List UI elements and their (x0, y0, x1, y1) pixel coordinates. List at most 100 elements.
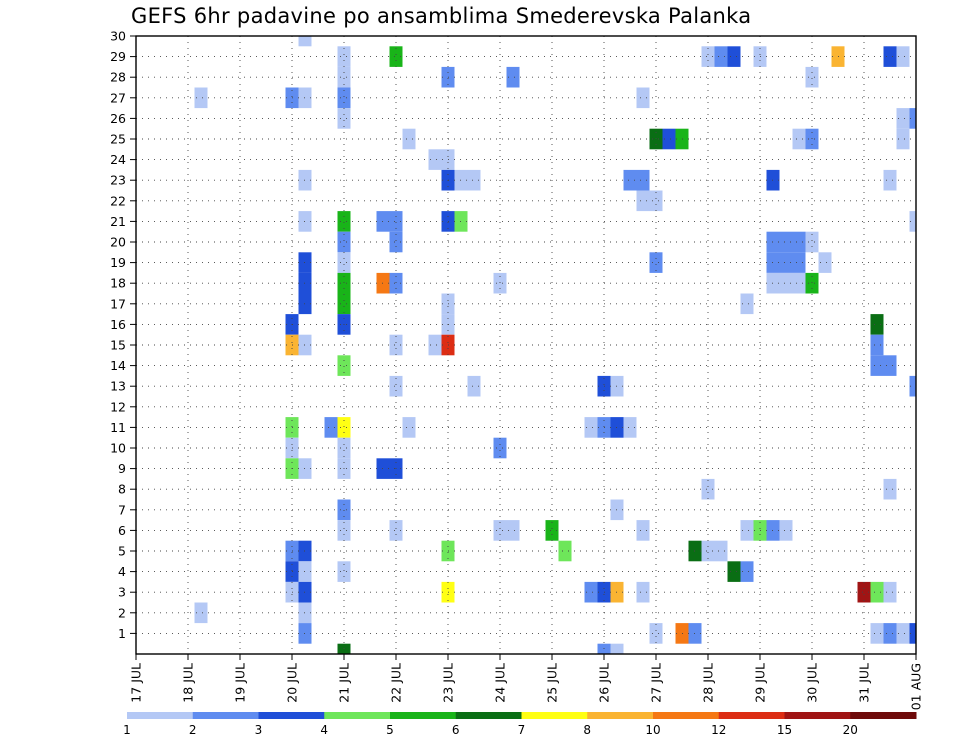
heatmap-cell (298, 36, 312, 47)
y-tick-label: 13 (110, 379, 126, 394)
y-tick-label: 20 (110, 235, 126, 250)
x-tick-label: 17 JUL (129, 663, 144, 703)
heatmap-cell (389, 231, 403, 253)
heatmap-cell (402, 417, 416, 438)
heatmap-cell (909, 623, 916, 644)
heatmap-cell (883, 169, 897, 191)
heatmap-cell (805, 231, 819, 253)
colorbar: 1 2 3 4 5 6 7 8 10 12 15 20 (123, 712, 917, 737)
heatmap-cell (389, 375, 403, 397)
heatmap-cell (337, 252, 351, 273)
heatmap-cell (337, 87, 351, 109)
x-tick-label: 19 JUL (233, 663, 248, 703)
heatmap-cell (870, 355, 884, 376)
heatmap-cell (337, 293, 351, 315)
heatmap-cell (714, 46, 728, 67)
heatmap-cell (870, 334, 884, 356)
heatmap-cell (870, 314, 884, 335)
colorbar-label: 8 (583, 723, 591, 737)
heatmap-cell (636, 581, 650, 603)
heatmap-cell (792, 128, 806, 150)
heatmap-cell (337, 520, 351, 541)
heatmap-cell (896, 46, 910, 67)
y-tick-label: 19 (110, 255, 126, 270)
heatmap-cell (428, 334, 442, 356)
heatmap-cell (740, 520, 754, 541)
heatmap-cell (389, 211, 403, 232)
colorbar-label: 1 (123, 723, 131, 737)
heatmap-cell (636, 520, 650, 541)
y-tick-label: 15 (110, 338, 126, 353)
colorbar-label: 7 (518, 723, 526, 737)
heatmap-cell (662, 128, 676, 150)
heatmap-cell (428, 149, 442, 170)
x-tick-label: 29 JUL (753, 663, 768, 703)
y-tick-label: 26 (110, 111, 126, 126)
heatmap-cell (792, 231, 806, 253)
colorbar-segment (850, 712, 917, 719)
y-tick-label: 3 (118, 585, 126, 600)
heatmap-cell (337, 272, 351, 294)
heatmap-cell (402, 128, 416, 150)
y-tick-label: 1 (118, 626, 126, 641)
heatmap-cell (493, 437, 507, 459)
y-tick-label: 21 (110, 214, 126, 229)
heatmap-cell (727, 561, 741, 582)
colorbar-label: 20 (843, 723, 858, 737)
y-tick-label: 27 (110, 90, 126, 105)
y-tick-label: 30 (110, 29, 126, 44)
heatmap-cell (337, 211, 351, 232)
y-tick-label: 11 (110, 420, 126, 435)
heatmap-cell (649, 252, 663, 273)
heatmap-cell (584, 417, 598, 438)
heatmap-cell (883, 623, 897, 644)
colorbar-segment (258, 712, 325, 719)
heatmap-cell (818, 252, 832, 273)
heatmap-cell (649, 623, 663, 644)
colorbar-label: 2 (189, 723, 197, 737)
colorbar-label: 12 (711, 723, 726, 737)
colorbar-segment (653, 712, 720, 719)
heatmap-cell (337, 355, 351, 376)
heatmap-cell (883, 46, 897, 67)
colorbar-segment (784, 712, 851, 719)
colorbar-segment (587, 712, 654, 719)
y-tick-label: 4 (118, 564, 126, 579)
colorbar-label: 6 (452, 723, 460, 737)
heatmap-cell (389, 46, 403, 67)
heatmap-cell (870, 623, 884, 644)
colorbar-segment (390, 712, 457, 719)
x-axis-ticks: 17 JUL 18 JUL 19 JUL 20 JUL 21 JUL 22 JUL 23 J… (129, 654, 924, 710)
x-tick-label: 22 JUL (389, 663, 404, 703)
y-tick-label: 10 (110, 441, 126, 456)
y-tick-label: 9 (118, 461, 126, 476)
x-tick-label: 25 JUL (545, 663, 560, 703)
heatmap-cell (545, 520, 559, 541)
heatmap-cell (792, 252, 806, 273)
heatmap-cell (623, 417, 637, 438)
x-tick-label: 31 JUL (857, 663, 872, 703)
heatmap-cell (857, 581, 871, 603)
heatmap-cell (779, 520, 793, 541)
heatmap-cell (779, 231, 793, 253)
heatmap-cell (337, 417, 351, 438)
heatmap-cell (649, 190, 663, 212)
heatmap-cell (337, 108, 351, 129)
heatmap-cell (805, 272, 819, 294)
x-tick-label: 30 JUL (805, 663, 820, 703)
heatmap-cell (909, 211, 916, 232)
heatmap-cell (883, 478, 897, 500)
heatmap-cell (740, 293, 754, 315)
heatmap-cell (636, 190, 650, 212)
colorbar-segment (521, 712, 588, 719)
colorbar-segment (324, 712, 391, 719)
heatmap-cell (805, 66, 819, 88)
heatmap-cell (896, 623, 910, 644)
heatmap-cell (467, 375, 481, 397)
heatmap-cell (779, 252, 793, 273)
heatmap-cell (636, 87, 650, 109)
y-tick-label: 17 (110, 296, 126, 311)
y-axis-ticks: 1234567891011121314151617181920212223242… (110, 29, 136, 641)
x-tick-label: 27 JUL (649, 663, 664, 703)
